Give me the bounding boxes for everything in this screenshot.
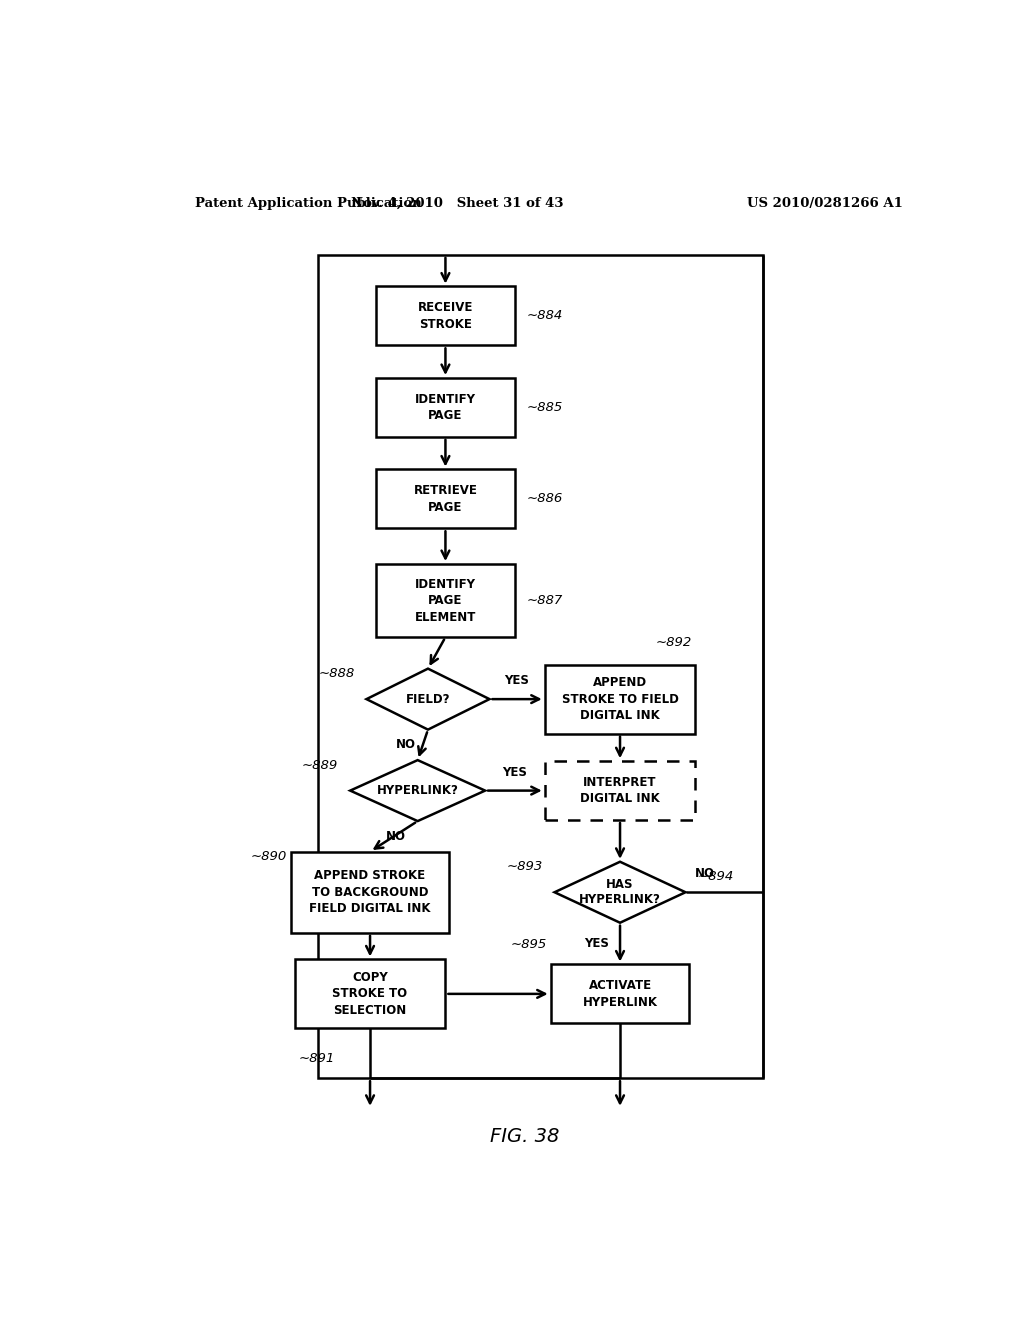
Text: NO: NO [695, 867, 716, 880]
Text: NO: NO [395, 738, 416, 751]
Text: YES: YES [505, 675, 529, 688]
Text: ∼893: ∼893 [507, 861, 543, 874]
Bar [376, 286, 515, 346]
Bar [545, 762, 695, 820]
Text: IDENTIFY
PAGE
ELEMENT: IDENTIFY PAGE ELEMENT [415, 578, 476, 623]
Text: Nov. 4, 2010   Sheet 31 of 43: Nov. 4, 2010 Sheet 31 of 43 [351, 197, 563, 210]
Bar [545, 664, 695, 734]
Polygon shape [367, 669, 489, 730]
Text: RETRIEVE
PAGE: RETRIEVE PAGE [414, 484, 477, 513]
Text: COPY
STROKE TO
SELECTION: COPY STROKE TO SELECTION [333, 972, 408, 1016]
Bar [551, 965, 689, 1023]
Text: HYPERLINK?: HYPERLINK? [377, 784, 459, 797]
Text: APPEND
STROKE TO FIELD
DIGITAL INK: APPEND STROKE TO FIELD DIGITAL INK [561, 676, 679, 722]
Text: ∼887: ∼887 [526, 594, 563, 607]
Bar [376, 378, 515, 437]
Bar [376, 470, 515, 528]
Text: ∼890: ∼890 [251, 850, 287, 863]
Text: ∼895: ∼895 [510, 937, 547, 950]
Text: APPEND STROKE
TO BACKGROUND
FIELD DIGITAL INK: APPEND STROKE TO BACKGROUND FIELD DIGITA… [309, 870, 431, 915]
Text: ∼885: ∼885 [526, 401, 563, 414]
Text: ∼894: ∼894 [697, 870, 733, 883]
Text: ∼884: ∼884 [526, 309, 563, 322]
Polygon shape [555, 862, 685, 923]
Text: US 2010/0281266 A1: US 2010/0281266 A1 [748, 197, 903, 210]
Text: ∼886: ∼886 [526, 492, 563, 506]
Bar [291, 851, 450, 933]
Text: FIG. 38: FIG. 38 [490, 1127, 559, 1146]
Text: YES: YES [584, 937, 608, 950]
Text: HAS
HYPERLINK?: HAS HYPERLINK? [580, 878, 660, 907]
Text: RECEIVE
STROKE: RECEIVE STROKE [418, 301, 473, 331]
Polygon shape [350, 760, 485, 821]
Text: YES: YES [503, 766, 527, 779]
Text: IDENTIFY
PAGE: IDENTIFY PAGE [415, 392, 476, 422]
Text: ACTIVATE
HYPERLINK: ACTIVATE HYPERLINK [583, 979, 657, 1008]
Bar [295, 960, 445, 1028]
Text: ∼892: ∼892 [655, 636, 691, 648]
Text: NO: NO [385, 830, 406, 843]
Text: ∼889: ∼889 [302, 759, 338, 772]
Text: ∼888: ∼888 [318, 667, 354, 680]
Text: ∼891: ∼891 [299, 1052, 335, 1065]
Text: Patent Application Publication: Patent Application Publication [196, 197, 422, 210]
Text: FIELD?: FIELD? [406, 693, 451, 706]
Bar [318, 255, 763, 1078]
Bar [376, 564, 515, 638]
Text: INTERPRET
DIGITAL INK: INTERPRET DIGITAL INK [581, 776, 659, 805]
